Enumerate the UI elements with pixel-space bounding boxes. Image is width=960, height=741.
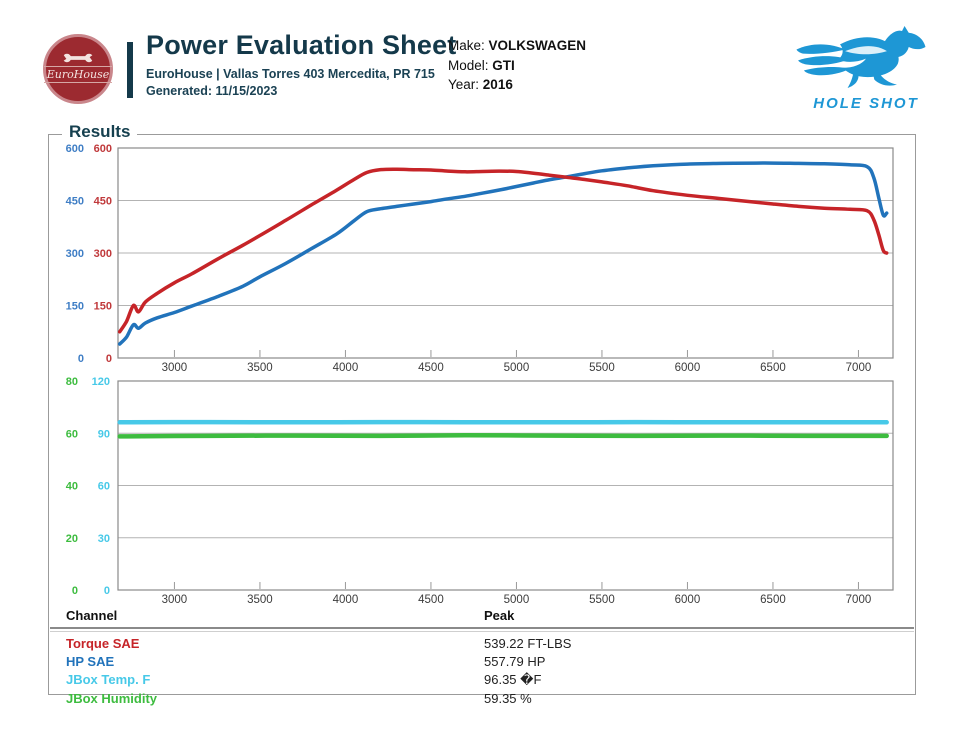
channel-column-header: Channel (66, 607, 118, 623)
power-torque-chart: 3000 3500 4000 4500 5000 5500 6000 6500 70000150… (66, 143, 894, 374)
y-tick-label: 600 (94, 143, 112, 155)
generated-date: Generated: 11/15/2023 (146, 84, 278, 98)
y-tick-label: 300 (94, 248, 112, 260)
peak-value: 59.35 % (484, 691, 532, 706)
title-block: Power Evaluation Sheet EuroHouse | Valla… (146, 30, 456, 98)
peak-table: Channel Peak Torque SAE 539.22 FT-LBS HP S… (50, 606, 914, 708)
series-jbox-humidity (117, 433, 889, 439)
x-tick-label: 3000 (162, 594, 188, 606)
page-title: Power Evaluation Sheet (146, 30, 457, 60)
y-tick-label: 30 (98, 533, 110, 545)
y-tick-label: 60 (98, 481, 110, 493)
x-tick-label: 5000 (504, 362, 530, 374)
peak-value: 96.35 �F (484, 672, 542, 687)
x-tick-label: 4500 (418, 594, 444, 606)
address-line: EuroHouse | Vallas Torres 403 Mercedita,… (146, 67, 435, 81)
x-tick-label: 6000 (675, 594, 701, 606)
table-row: JBox Humidity 59.35 % (50, 690, 914, 708)
logo-text: EuroHouse (43, 65, 113, 83)
header-divider (50, 626, 914, 632)
channel-name: JBox Temp. F (66, 672, 151, 687)
vehicle-year: Year: 2016 (448, 77, 513, 92)
peak-value: 557.79 HP (484, 654, 546, 669)
x-tick-label: 6500 (760, 594, 786, 606)
y-tick-label: 300 (66, 248, 84, 260)
environment-chart: 3000 3500 4000 4500 5000 5500 6000 6500 7000 0 20 4… (66, 376, 894, 606)
x-tick-label: 6000 (675, 362, 701, 374)
channel-name: HP SAE (66, 654, 115, 669)
y-tick-label: 20 (66, 533, 78, 545)
vehicle-model: Model: GTI (448, 57, 515, 73)
channel-name: Torque SAE (66, 636, 140, 651)
plot-border (117, 147, 894, 359)
table-row: Torque SAE 539.22 FT-LBS (50, 635, 914, 653)
y-tick-label: 40 (66, 481, 78, 493)
x-tick-label: 3000 (162, 362, 188, 374)
y-tick-label: 90 (98, 428, 110, 440)
x-tick-label: 6500 (760, 362, 786, 374)
x-tick-label: 5500 (589, 594, 615, 606)
eurohouse-logo: EuroHouse (43, 34, 113, 104)
results-panel (48, 134, 916, 695)
peak-column-header: Peak (484, 607, 515, 623)
peak-value: 539.22 FT-LBS (484, 636, 572, 651)
plot-border (117, 380, 894, 591)
x-tick-label: 4500 (418, 362, 444, 374)
results-legend: Results (62, 122, 138, 142)
y-tick-label: 450 (66, 196, 84, 208)
y-tick-label: 60 (66, 428, 78, 440)
x-tick-label: 3500 (247, 594, 273, 606)
peak-table-body: Torque SAE 539.22 FT-LBS HP SAE 557.79 HP JB… (50, 635, 914, 708)
x-tick-label: 7000 (846, 594, 872, 606)
channel-name: JBox Humidity (66, 691, 158, 706)
y-tick-label: 450 (94, 196, 112, 208)
x-tick-label: 3500 (247, 362, 273, 374)
y-tick-label: 0 (78, 353, 84, 365)
y-tick-label: 80 (66, 376, 78, 388)
x-tick-label: 4000 (333, 362, 359, 374)
x-tick-label: 4000 (333, 594, 359, 606)
horse-logo-icon (796, 26, 926, 88)
x-tick-label: 5500 (589, 362, 615, 374)
table-row: JBox Temp. F 96.35 �F (50, 671, 914, 690)
title-accent-bar (127, 42, 133, 98)
table-row: HP SAE 557.79 HP (50, 653, 914, 671)
y-tick-label: 150 (94, 301, 112, 313)
x-tick-label: 5000 (504, 594, 530, 606)
vehicle-info: Make: VOLKSWAGEN Model: GTI Year: 2016 (448, 36, 586, 95)
series-torque-sae (117, 167, 889, 334)
y-tick-label: 120 (92, 376, 110, 388)
y-tick-label: 0 (104, 585, 110, 597)
x-tick-label: 7000 (846, 362, 872, 374)
y-tick-label: 150 (66, 301, 84, 313)
y-tick-label: 0 (72, 585, 78, 597)
wrench-icon (61, 53, 95, 62)
y-tick-label: 600 (66, 143, 84, 155)
vehicle-make: Make: VOLKSWAGEN (448, 38, 587, 53)
series-hp-sae (117, 161, 889, 346)
y-tick-label: 0 (106, 353, 112, 365)
brand-name: HOLE SHOT (813, 95, 919, 112)
peak-table-header: Channel Peak (50, 606, 914, 626)
hole-shot-brand: HOLE SHOT (782, 26, 950, 112)
